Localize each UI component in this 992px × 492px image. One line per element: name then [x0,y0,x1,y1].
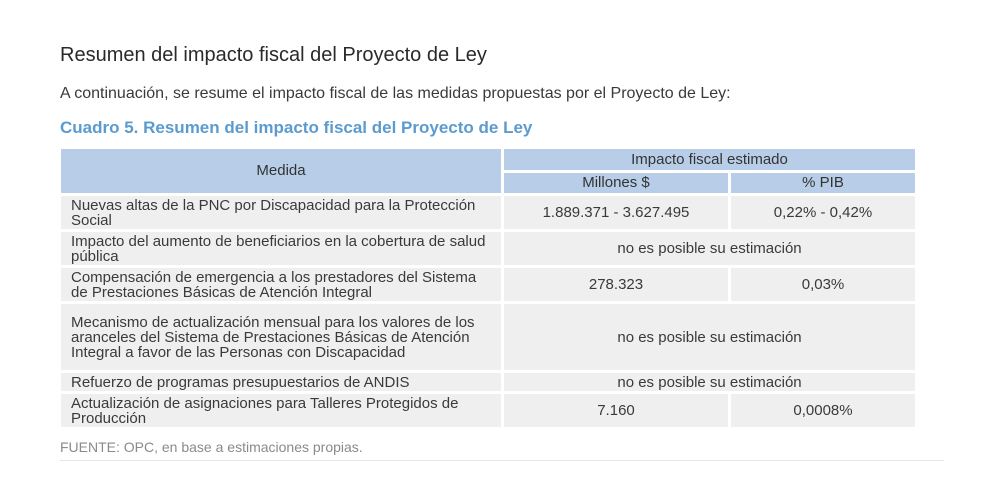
header-pib: % PIB [731,173,916,193]
medida-cell: Impacto del aumento de beneficiarios en … [61,232,501,265]
pib-cell: 0,03% [731,268,916,301]
divider [60,460,944,461]
header-millones: Millones $ [504,173,728,193]
fiscal-impact-table: Medida Impacto fiscal estimado Millones … [58,146,918,430]
table-row: Compensación de emergencia a los prestad… [61,268,916,301]
medida-cell: Compensación de emergencia a los prestad… [61,268,501,301]
source-note: FUENTE: OPC, en base a estimaciones prop… [60,439,363,455]
pib-cell: 0,0008% [731,394,916,427]
medida-cell: Actualización de asignaciones para Talle… [61,394,501,427]
millones-cell: 1.889.371 - 3.627.495 [504,196,728,229]
intro-paragraph: A continuación, se resume el impacto fis… [60,85,731,102]
header-medida: Medida [61,149,501,193]
section-heading: Resumen del impacto fiscal del Proyecto … [60,44,487,66]
estimation-note-cell: no es posible su estimación [504,304,916,370]
medida-cell: Nuevas altas de la PNC por Discapacidad … [61,196,501,229]
estimation-note-cell: no es posible su estimación [504,232,916,265]
medida-cell: Refuerzo de programas presupuestarios de… [61,373,501,391]
table-row: Mecanismo de actualización mensual para … [61,304,916,370]
millones-cell: 278.323 [504,268,728,301]
estimation-note-cell: no es posible su estimación [504,373,916,391]
millones-cell: 7.160 [504,394,728,427]
table-row: Nuevas altas de la PNC por Discapacidad … [61,196,916,229]
table-caption: Cuadro 5. Resumen del impacto fiscal del… [60,118,533,137]
pib-cell: 0,22% - 0,42% [731,196,916,229]
table-row: Actualización de asignaciones para Talle… [61,394,916,427]
table-row: Refuerzo de programas presupuestarios de… [61,373,916,391]
table-row: Impacto del aumento de beneficiarios en … [61,232,916,265]
header-impacto-fiscal: Impacto fiscal estimado [504,149,916,170]
medida-cell: Mecanismo de actualización mensual para … [61,304,501,370]
